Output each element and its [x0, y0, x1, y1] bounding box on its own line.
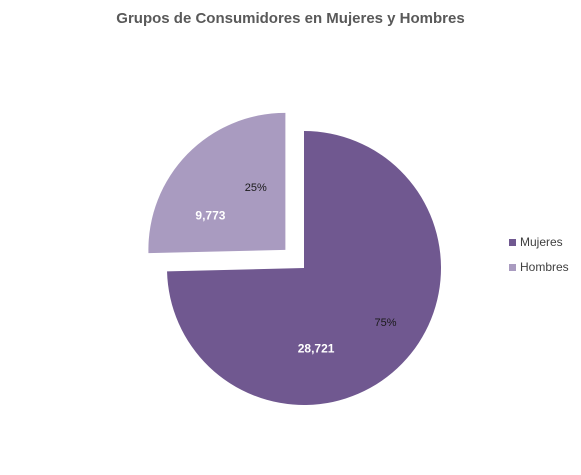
- legend: Mujeres Hombres: [509, 233, 569, 283]
- value-label-mujeres: 28,721: [298, 341, 335, 355]
- legend-swatch-hombres: [509, 263, 516, 271]
- pie-slices: [148, 112, 442, 406]
- percent-label-mujeres: 75%: [375, 317, 397, 329]
- percent-label-hombres: 25%: [245, 182, 267, 194]
- legend-item-hombres: Hombres: [509, 258, 569, 276]
- legend-swatch-mujeres: [509, 238, 516, 246]
- pie-slice-hombres: [148, 112, 286, 254]
- legend-label-mujeres: Mujeres: [520, 235, 563, 249]
- legend-label-hombres: Hombres: [520, 260, 569, 274]
- value-label-hombres: 9,773: [195, 208, 225, 222]
- pie-labels: 28,721 75% 9,773 25%: [195, 182, 396, 355]
- legend-item-mujeres: Mujeres: [509, 233, 569, 251]
- chart-title: Grupos de Consumidores en Mujeres y Homb…: [116, 10, 465, 27]
- pie-slice-mujeres: [167, 131, 442, 406]
